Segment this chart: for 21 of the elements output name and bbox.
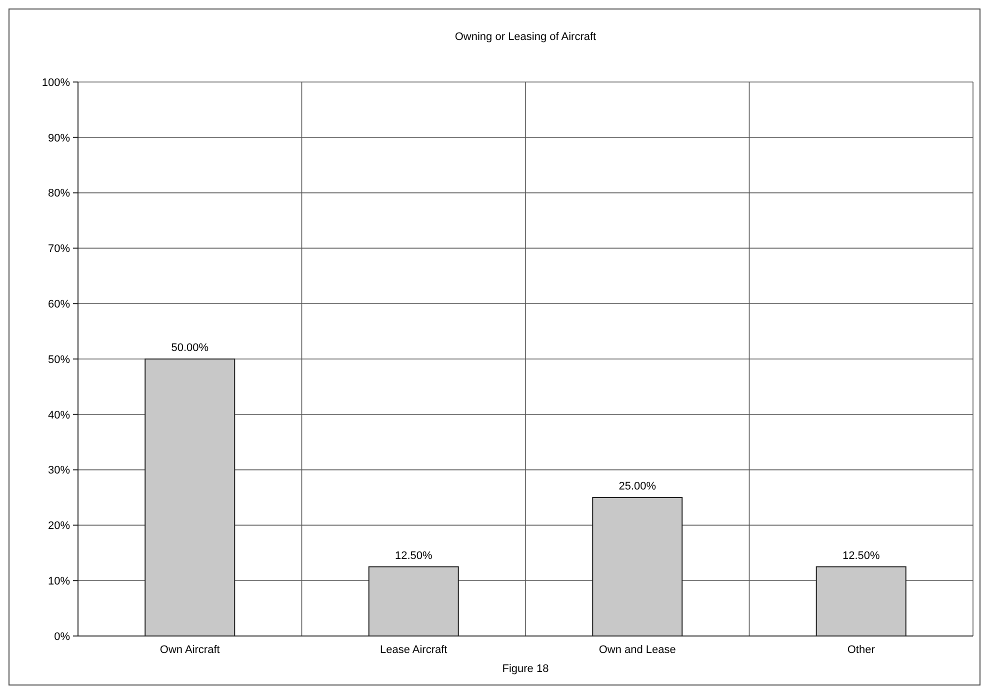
data-label: 12.50%	[394, 550, 432, 562]
y-tick-label: 10%	[48, 575, 70, 588]
x-tick-label: Other	[847, 644, 876, 656]
x-tick-label: Own and Lease	[598, 644, 676, 656]
data-label: 50.00%	[171, 342, 209, 354]
y-tick-label: 60%	[48, 298, 70, 310]
x-tick-label: Own Aircraft	[160, 644, 220, 656]
data-label: 25.00%	[618, 480, 656, 492]
y-tick-label: 30%	[48, 464, 70, 477]
y-tick-label: 80%	[48, 188, 70, 200]
data-label: 12.50%	[842, 550, 880, 562]
y-tick-label: 100%	[42, 76, 70, 89]
y-tick-label: 70%	[48, 243, 70, 256]
y-tick-label: 20%	[48, 520, 70, 532]
chart-title: Owning or Leasing of Aircraft	[454, 31, 596, 43]
caption: Figure 18	[502, 663, 549, 675]
y-tick-label: 50%	[48, 354, 70, 366]
y-tick-label: 40%	[48, 409, 70, 422]
y-tick-label: 0%	[54, 630, 70, 643]
x-tick-label: Lease Aircraft	[380, 644, 448, 656]
y-tick-label: 90%	[48, 132, 70, 144]
